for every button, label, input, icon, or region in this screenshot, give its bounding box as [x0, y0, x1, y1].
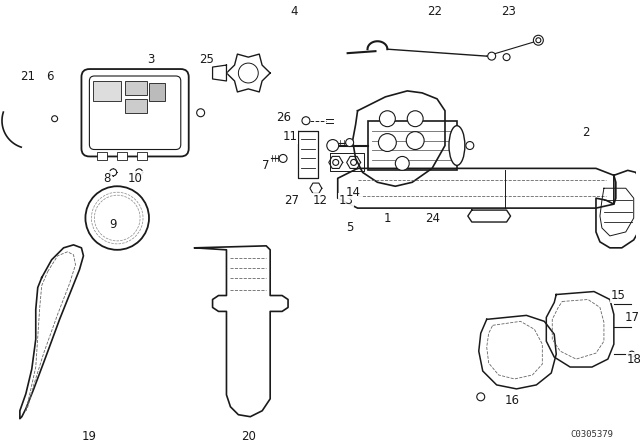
- Circle shape: [503, 54, 510, 60]
- Bar: [125, 81, 147, 95]
- Circle shape: [85, 186, 149, 250]
- Text: 18: 18: [627, 353, 640, 366]
- Text: 20: 20: [241, 430, 256, 443]
- Polygon shape: [195, 246, 288, 417]
- Text: 16: 16: [505, 394, 520, 407]
- Text: 24: 24: [426, 211, 440, 224]
- Circle shape: [327, 140, 339, 151]
- Polygon shape: [479, 315, 556, 389]
- Polygon shape: [468, 210, 511, 222]
- Polygon shape: [596, 170, 640, 248]
- Text: 15: 15: [611, 289, 625, 302]
- Text: 23: 23: [501, 5, 516, 18]
- Circle shape: [466, 142, 474, 150]
- Ellipse shape: [449, 126, 465, 165]
- Circle shape: [109, 169, 116, 176]
- Text: 10: 10: [127, 172, 143, 185]
- Text: 7: 7: [262, 159, 270, 172]
- Text: 13: 13: [338, 194, 353, 207]
- Circle shape: [351, 159, 356, 165]
- Polygon shape: [20, 245, 83, 419]
- Circle shape: [97, 198, 137, 238]
- Text: 4: 4: [291, 5, 298, 18]
- Text: 3: 3: [147, 52, 155, 65]
- Text: 22: 22: [428, 5, 442, 18]
- Polygon shape: [227, 54, 270, 92]
- Polygon shape: [347, 156, 360, 168]
- Polygon shape: [298, 131, 318, 178]
- Circle shape: [346, 138, 354, 146]
- Polygon shape: [212, 65, 227, 81]
- Circle shape: [536, 38, 541, 43]
- Text: C0305379: C0305379: [571, 430, 614, 439]
- Polygon shape: [338, 168, 616, 208]
- Circle shape: [407, 111, 423, 127]
- Circle shape: [378, 134, 396, 151]
- Circle shape: [136, 169, 143, 176]
- Text: 14: 14: [346, 186, 361, 199]
- Circle shape: [94, 195, 140, 241]
- Circle shape: [196, 109, 205, 117]
- Text: 2: 2: [582, 126, 590, 139]
- Text: 8: 8: [104, 172, 111, 185]
- Circle shape: [396, 156, 409, 170]
- Circle shape: [302, 117, 310, 125]
- Bar: [367, 121, 457, 170]
- Text: 19: 19: [82, 430, 97, 443]
- Text: 11: 11: [282, 130, 298, 143]
- Circle shape: [477, 393, 484, 401]
- Bar: [117, 152, 127, 160]
- Bar: [125, 99, 147, 113]
- Circle shape: [380, 111, 396, 127]
- Circle shape: [279, 155, 287, 163]
- Bar: [149, 83, 165, 101]
- Polygon shape: [353, 91, 445, 186]
- Polygon shape: [547, 292, 614, 367]
- Bar: [93, 81, 121, 101]
- Text: 9: 9: [109, 219, 117, 232]
- Circle shape: [108, 208, 127, 228]
- Circle shape: [533, 35, 543, 45]
- FancyBboxPatch shape: [81, 69, 189, 156]
- Circle shape: [238, 63, 259, 83]
- Text: 1: 1: [383, 211, 391, 224]
- Circle shape: [333, 159, 339, 165]
- Text: 25: 25: [199, 52, 214, 65]
- Circle shape: [488, 52, 495, 60]
- Text: 17: 17: [624, 311, 639, 324]
- Polygon shape: [310, 183, 322, 194]
- Circle shape: [628, 351, 635, 357]
- Text: 5: 5: [346, 221, 353, 234]
- Text: 6: 6: [46, 69, 53, 82]
- Circle shape: [406, 132, 424, 150]
- Text: 12: 12: [312, 194, 327, 207]
- Circle shape: [92, 192, 143, 244]
- Circle shape: [52, 116, 58, 122]
- Text: 27: 27: [285, 194, 300, 207]
- Text: 26: 26: [276, 111, 292, 124]
- Bar: [137, 152, 147, 160]
- Bar: [97, 152, 108, 160]
- Text: 21: 21: [20, 69, 35, 82]
- Polygon shape: [329, 156, 342, 168]
